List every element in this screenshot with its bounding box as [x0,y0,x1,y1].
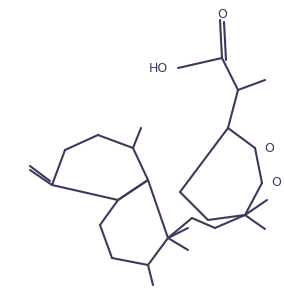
Text: HO: HO [149,61,168,75]
Text: O: O [264,141,274,154]
Text: O: O [271,176,281,190]
Text: O: O [217,8,227,21]
